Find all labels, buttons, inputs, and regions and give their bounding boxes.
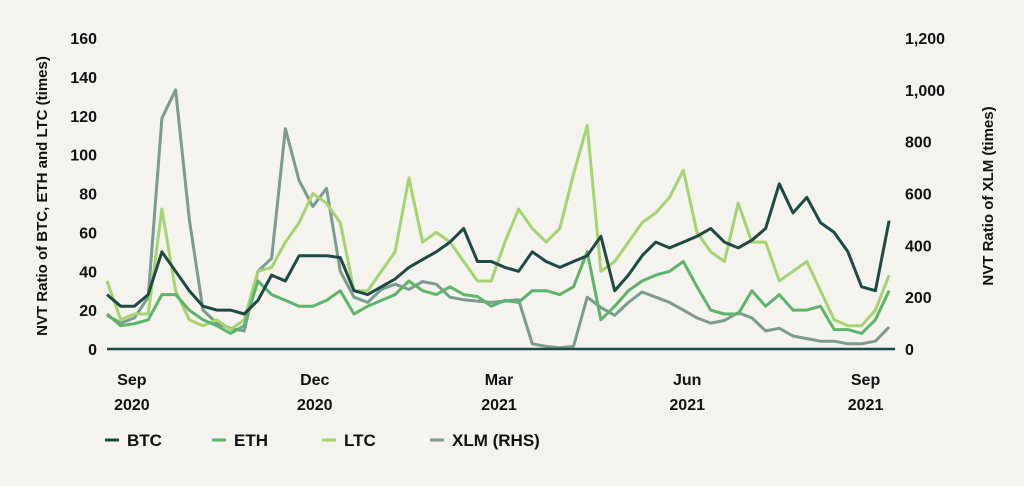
y-tick-label: 120 (70, 109, 97, 126)
x-tick-label-month: Jun (673, 372, 701, 389)
series-line-btc (106, 182, 891, 316)
y2-tick-label: 200 (905, 290, 932, 307)
y2-tick-label: 400 (905, 238, 932, 255)
y-tick-label: 20 (79, 303, 97, 320)
series-line-ltc (105, 124, 891, 332)
y2-tick-label: 0 (905, 342, 914, 359)
y-tick-label: 80 (79, 187, 97, 204)
y2-tick-label: 800 (905, 135, 932, 152)
y2-tick-label: 600 (905, 187, 932, 204)
legend-item-xlm: XLM (RHS) (430, 431, 540, 450)
legend-label: BTC (127, 431, 162, 450)
y2-tick-label: 1,000 (905, 83, 945, 100)
x-tick-label-year: 2020 (297, 397, 333, 414)
legend-item-ltc: LTC (322, 431, 376, 450)
legend-label: XLM (RHS) (452, 431, 540, 450)
x-tick-label-year: 2021 (669, 397, 705, 414)
y2-tick-label: 1,200 (905, 31, 945, 48)
y-tick-label: 140 (70, 70, 97, 87)
x-tick-label-month: Sep (851, 372, 881, 389)
y-tick-label: 160 (70, 31, 97, 48)
y-tick-label: 60 (79, 225, 97, 242)
y-axis-label-right: NVT Ratio of XLM (times) (980, 106, 997, 285)
x-tick-label-month: Mar (485, 372, 513, 389)
legend-label: LTC (344, 431, 376, 450)
legend-label: ETH (234, 431, 268, 450)
legend-item-eth: ETH (212, 431, 268, 450)
x-tick-label-year: 2020 (114, 397, 150, 414)
y-tick-label: 0 (88, 342, 97, 359)
y-tick-label: 40 (79, 264, 97, 281)
x-tick-label-month: Sep (117, 372, 147, 389)
x-tick-label-month: Dec (300, 372, 329, 389)
x-tick-label-year: 2021 (481, 397, 517, 414)
x-tick-label-year: 2021 (848, 397, 884, 414)
y-tick-label: 100 (70, 148, 97, 165)
y-axis-label-left: NVT Ratio of BTC, ETH and LTC (times) (34, 56, 51, 336)
legend-item-btc: BTC (105, 431, 162, 450)
series-line-eth (106, 250, 891, 335)
